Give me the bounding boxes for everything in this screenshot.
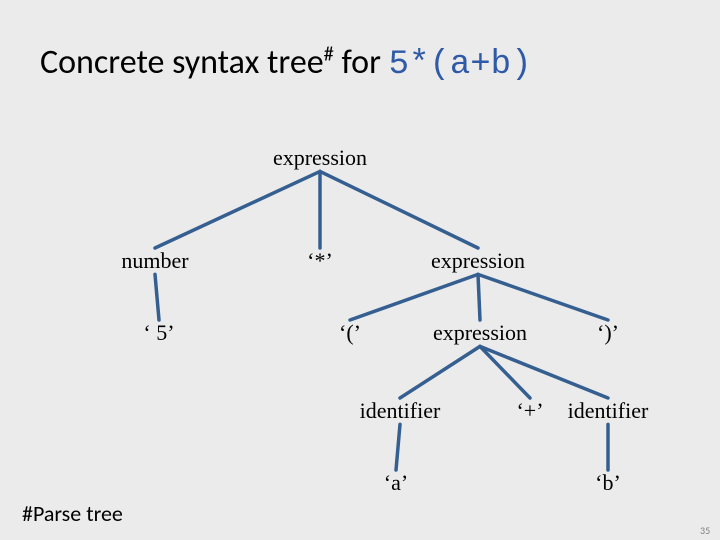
tree-node-expr2: expression [433, 320, 527, 346]
edge-expr0-expr1 [320, 171, 478, 248]
tree-node-rparen: ‘)’ [597, 320, 619, 346]
tree-node-number: number [121, 248, 188, 274]
edge-expr1-rparen [478, 274, 608, 320]
tree-node-expr1: expression [431, 248, 525, 274]
title-middle: for [334, 42, 389, 83]
slide-number: 35 [700, 524, 710, 537]
tree-node-a: ‘a’ [384, 470, 408, 496]
title-prefix: Concrete syntax tree [40, 42, 324, 83]
title-expression: 5*(a+b) [389, 46, 532, 84]
tree-node-plus: ‘+’ [516, 398, 543, 424]
footnote-label: #Parse tree [22, 500, 123, 527]
edge-ident1-a [396, 424, 400, 470]
tree-node-expr0: expression [273, 145, 367, 171]
edge-expr2-plus [480, 346, 530, 398]
tree-node-star: ‘*’ [307, 248, 333, 274]
tree-node-ident1: identifier [360, 398, 441, 424]
edge-expr2-ident1 [400, 346, 480, 398]
tree-node-ident2: identifier [568, 398, 649, 424]
edge-expr1-lparen [350, 274, 478, 320]
edge-expr2-ident2 [480, 346, 608, 398]
title-superscript: # [324, 43, 334, 67]
tree-node-lparen: ‘(’ [339, 320, 361, 346]
edge-expr1-expr2 [478, 274, 480, 320]
edge-number-five [155, 274, 159, 320]
tree-node-b: ‘b’ [595, 470, 621, 496]
slide-title: Concrete syntax tree# for 5*(a+b) [40, 42, 531, 84]
tree-node-five: ‘ 5’ [143, 320, 174, 346]
edge-expr0-number [155, 171, 320, 248]
